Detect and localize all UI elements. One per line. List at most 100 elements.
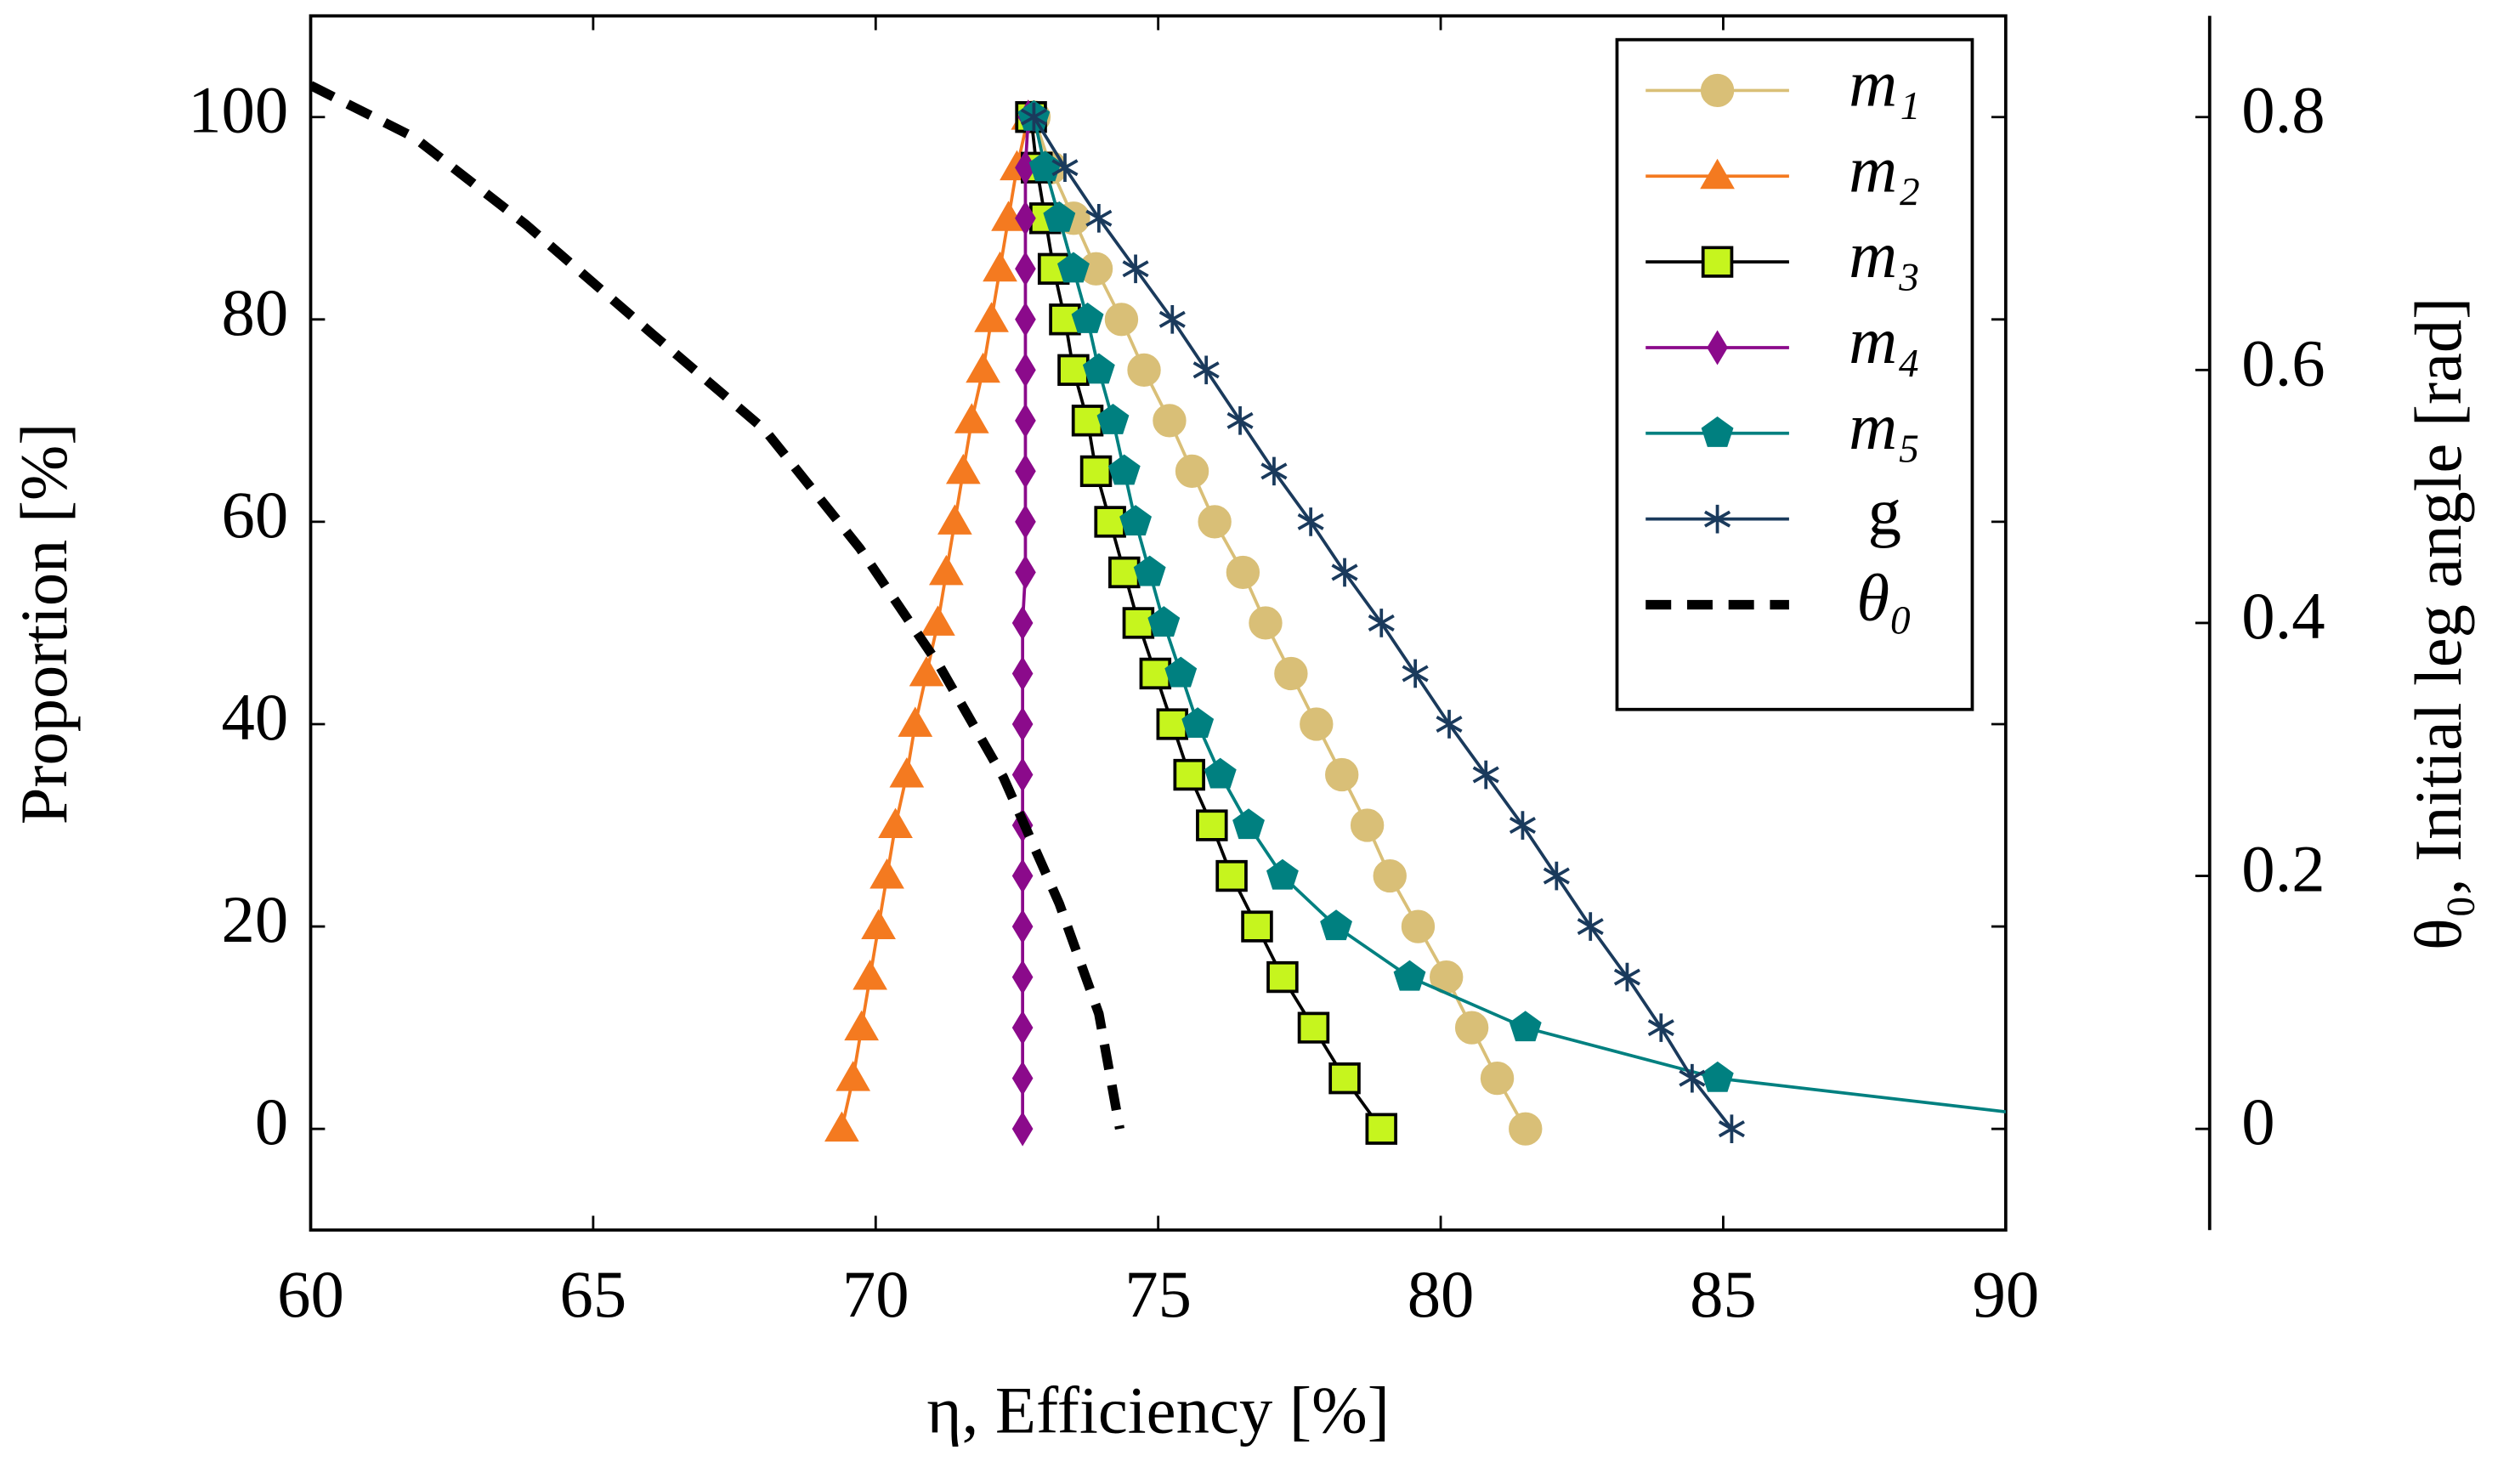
marker [1204, 757, 1237, 789]
marker [1701, 1061, 1734, 1092]
x-tick-label: 90 [1972, 1257, 2039, 1331]
legend-label: m₃ [1849, 218, 1920, 292]
marker [1011, 1010, 1034, 1045]
series-line [1032, 116, 2006, 1113]
x-tick-label: 60 [277, 1257, 344, 1331]
marker [1401, 909, 1436, 943]
marker [1266, 960, 1299, 994]
marker [2138, 1113, 2168, 1142]
x-tick-label: 70 [842, 1257, 909, 1331]
marker [983, 251, 1017, 282]
marker [1079, 252, 1113, 286]
marker [1020, 102, 1047, 132]
marker [1057, 252, 1090, 283]
marker [1509, 811, 1536, 840]
marker [852, 960, 887, 990]
y-tick-label: 20 [222, 882, 289, 956]
marker [1181, 707, 1215, 739]
marker [1011, 605, 1034, 641]
marker [1015, 453, 1036, 489]
marker [861, 909, 896, 940]
marker [1082, 353, 1115, 384]
marker [1108, 556, 1141, 589]
marker [1015, 504, 1036, 540]
marker [1274, 656, 1308, 690]
legend-label: m₅ [1849, 389, 1920, 463]
marker [1011, 909, 1034, 944]
marker [1509, 1112, 1543, 1146]
marker [1158, 305, 1186, 334]
marker [869, 858, 904, 889]
marker [1192, 355, 1220, 385]
x-tick-label: 65 [560, 1257, 627, 1331]
marker [1011, 1061, 1034, 1096]
marker [1104, 303, 1139, 337]
marker [1153, 404, 1187, 438]
marker [835, 1061, 871, 1091]
marker [1266, 858, 1299, 890]
marker [1647, 1013, 1674, 1042]
marker [1679, 1063, 1706, 1093]
legend-marker [1700, 158, 1735, 190]
marker [1402, 659, 1429, 688]
marker [1325, 757, 1359, 792]
marker [974, 302, 1009, 332]
legend-marker [1707, 330, 1728, 365]
marker [1331, 558, 1358, 587]
marker [1480, 1062, 1515, 1096]
y-tick-label: 40 [222, 680, 289, 754]
marker [937, 504, 972, 535]
marker [1297, 507, 1324, 536]
marker [889, 756, 925, 788]
marker [1241, 910, 1273, 943]
y2-tick-label: 0.2 [2241, 832, 2325, 906]
marker [1043, 201, 1076, 232]
plot-area [310, 81, 2168, 1147]
marker [1577, 912, 1604, 941]
legend-marker [1700, 73, 1735, 107]
y-tick-label: 100 [188, 73, 288, 147]
legend-label: m₁ [1849, 47, 1920, 121]
marker [1057, 354, 1090, 387]
marker [1472, 760, 1499, 790]
y2-tick-label: 0.8 [2241, 73, 2325, 147]
marker [1071, 405, 1104, 437]
marker [1127, 353, 1161, 387]
marker [1328, 1062, 1361, 1095]
marker [1320, 909, 1352, 941]
marker [1079, 455, 1113, 488]
marker [929, 554, 964, 586]
marker [1049, 303, 1081, 336]
marker [1011, 706, 1034, 742]
marker [1011, 858, 1034, 894]
legend-marker [1701, 246, 1734, 278]
marker [1119, 505, 1152, 535]
y2-tick-label: 0.4 [2241, 579, 2325, 653]
marker [1350, 808, 1385, 842]
marker [1373, 859, 1407, 893]
marker [898, 706, 933, 737]
marker [1393, 960, 1426, 991]
dashed-line [310, 81, 1124, 1130]
marker [1175, 454, 1209, 488]
legend-marker [1701, 416, 1734, 447]
marker [1368, 609, 1395, 637]
marker [1297, 1011, 1330, 1044]
marker [954, 403, 989, 433]
marker [1133, 555, 1166, 586]
y2-axis-label: θ₀, Initial leg angle [rad] [2401, 297, 2475, 950]
y-tick-label: 0 [255, 1085, 288, 1158]
marker [1122, 607, 1155, 639]
legend-label: m₂ [1849, 132, 1920, 206]
y2-tick-label: 0.6 [2241, 326, 2325, 399]
marker [1300, 707, 1334, 741]
marker [1015, 251, 1036, 286]
marker [1226, 555, 1260, 589]
marker [844, 1010, 880, 1041]
marker [1051, 153, 1079, 183]
marker [1015, 403, 1036, 439]
y-tick-label: 60 [222, 478, 289, 552]
legend-label: m₄ [1849, 303, 1920, 377]
y-tick-label: 80 [222, 275, 289, 349]
